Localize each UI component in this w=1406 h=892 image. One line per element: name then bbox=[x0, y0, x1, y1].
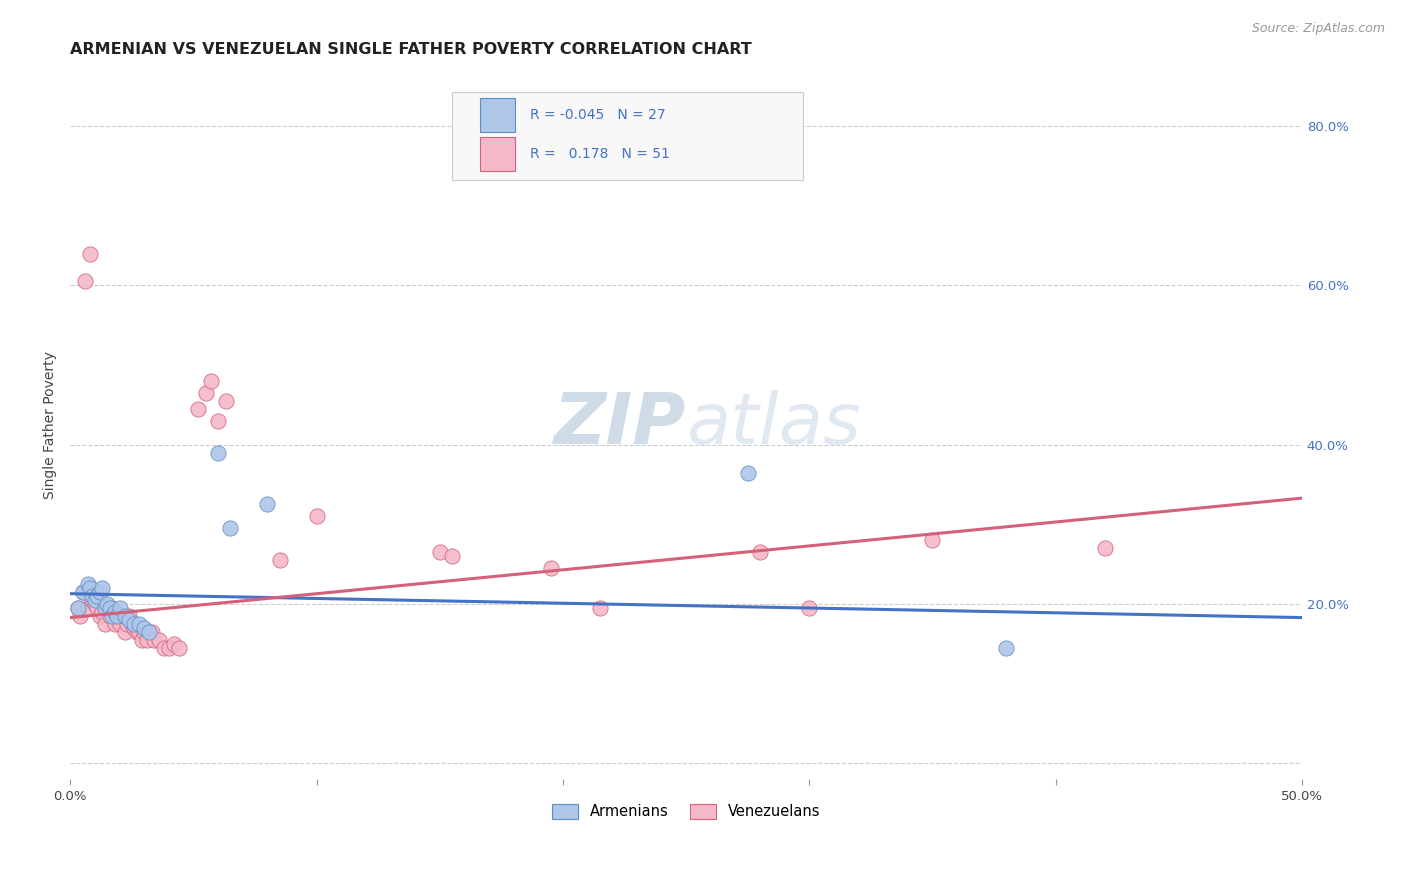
Point bbox=[148, 632, 170, 647]
Point bbox=[125, 624, 148, 639]
Point bbox=[82, 589, 104, 603]
Point bbox=[207, 414, 229, 428]
Point bbox=[89, 609, 111, 624]
Point bbox=[305, 509, 328, 524]
Point bbox=[89, 585, 111, 599]
Point bbox=[128, 616, 150, 631]
Point bbox=[108, 616, 131, 631]
Point bbox=[921, 533, 943, 548]
Point bbox=[94, 601, 117, 615]
Point bbox=[114, 624, 136, 639]
Point bbox=[101, 601, 124, 615]
Point bbox=[76, 601, 98, 615]
Point bbox=[131, 632, 153, 647]
Point bbox=[995, 640, 1018, 655]
Point bbox=[121, 616, 143, 631]
Text: R = -0.045   N = 27: R = -0.045 N = 27 bbox=[530, 108, 665, 122]
Point bbox=[214, 393, 236, 408]
Point bbox=[157, 640, 180, 655]
FancyBboxPatch shape bbox=[453, 92, 803, 180]
Point bbox=[79, 246, 101, 260]
Point bbox=[84, 597, 107, 611]
Point bbox=[105, 609, 128, 624]
Point bbox=[124, 621, 146, 635]
Point bbox=[143, 632, 166, 647]
Point bbox=[124, 616, 146, 631]
Y-axis label: Single Father Poverty: Single Father Poverty bbox=[44, 351, 58, 499]
Point bbox=[79, 581, 101, 595]
Point bbox=[82, 593, 104, 607]
Point bbox=[200, 374, 222, 388]
Point bbox=[91, 605, 114, 619]
Point bbox=[86, 589, 108, 603]
Text: atlas: atlas bbox=[686, 391, 860, 459]
Text: ARMENIAN VS VENEZUELAN SINGLE FATHER POVERTY CORRELATION CHART: ARMENIAN VS VENEZUELAN SINGLE FATHER POV… bbox=[70, 42, 752, 57]
Point bbox=[219, 521, 242, 535]
Text: Source: ZipAtlas.com: Source: ZipAtlas.com bbox=[1251, 22, 1385, 36]
Point bbox=[69, 609, 91, 624]
Point bbox=[75, 275, 97, 289]
Point bbox=[167, 640, 190, 655]
Point bbox=[749, 545, 772, 559]
Point bbox=[540, 561, 562, 575]
Point bbox=[269, 553, 291, 567]
Text: ZIP: ZIP bbox=[554, 391, 686, 459]
Point bbox=[108, 601, 131, 615]
Point bbox=[118, 613, 141, 627]
Point bbox=[429, 545, 451, 559]
Point bbox=[207, 446, 229, 460]
Point bbox=[163, 637, 186, 651]
Point bbox=[76, 577, 98, 591]
Point bbox=[118, 609, 141, 624]
Point bbox=[101, 609, 124, 624]
Legend: Armenians, Venezuelans: Armenians, Venezuelans bbox=[546, 798, 827, 825]
Point bbox=[194, 386, 217, 401]
Point bbox=[66, 601, 89, 615]
Point bbox=[115, 616, 138, 631]
Point bbox=[105, 609, 128, 624]
Point bbox=[187, 401, 209, 416]
Point bbox=[134, 621, 156, 635]
Point bbox=[94, 616, 117, 631]
Point bbox=[98, 609, 121, 624]
Point bbox=[111, 609, 134, 624]
Point bbox=[141, 624, 163, 639]
Point bbox=[114, 609, 136, 624]
Point bbox=[153, 640, 176, 655]
Point bbox=[737, 466, 759, 480]
Point bbox=[128, 624, 150, 639]
Point bbox=[589, 601, 612, 615]
Point bbox=[441, 549, 464, 564]
Bar bbox=[481, 98, 515, 132]
Point bbox=[96, 597, 118, 611]
Bar bbox=[481, 137, 515, 171]
Point bbox=[799, 601, 821, 615]
Point bbox=[1094, 541, 1116, 556]
Point bbox=[66, 601, 89, 615]
Point bbox=[72, 585, 94, 599]
Point bbox=[72, 585, 94, 599]
Text: R =   0.178   N = 51: R = 0.178 N = 51 bbox=[530, 147, 669, 161]
Point bbox=[138, 624, 160, 639]
Point bbox=[134, 624, 156, 639]
Point bbox=[98, 601, 121, 615]
Point bbox=[104, 605, 127, 619]
Point bbox=[256, 498, 278, 512]
Point bbox=[86, 601, 108, 615]
Point bbox=[135, 632, 157, 647]
Point bbox=[96, 601, 118, 615]
Point bbox=[91, 581, 114, 595]
Point bbox=[84, 593, 107, 607]
Point bbox=[104, 616, 127, 631]
